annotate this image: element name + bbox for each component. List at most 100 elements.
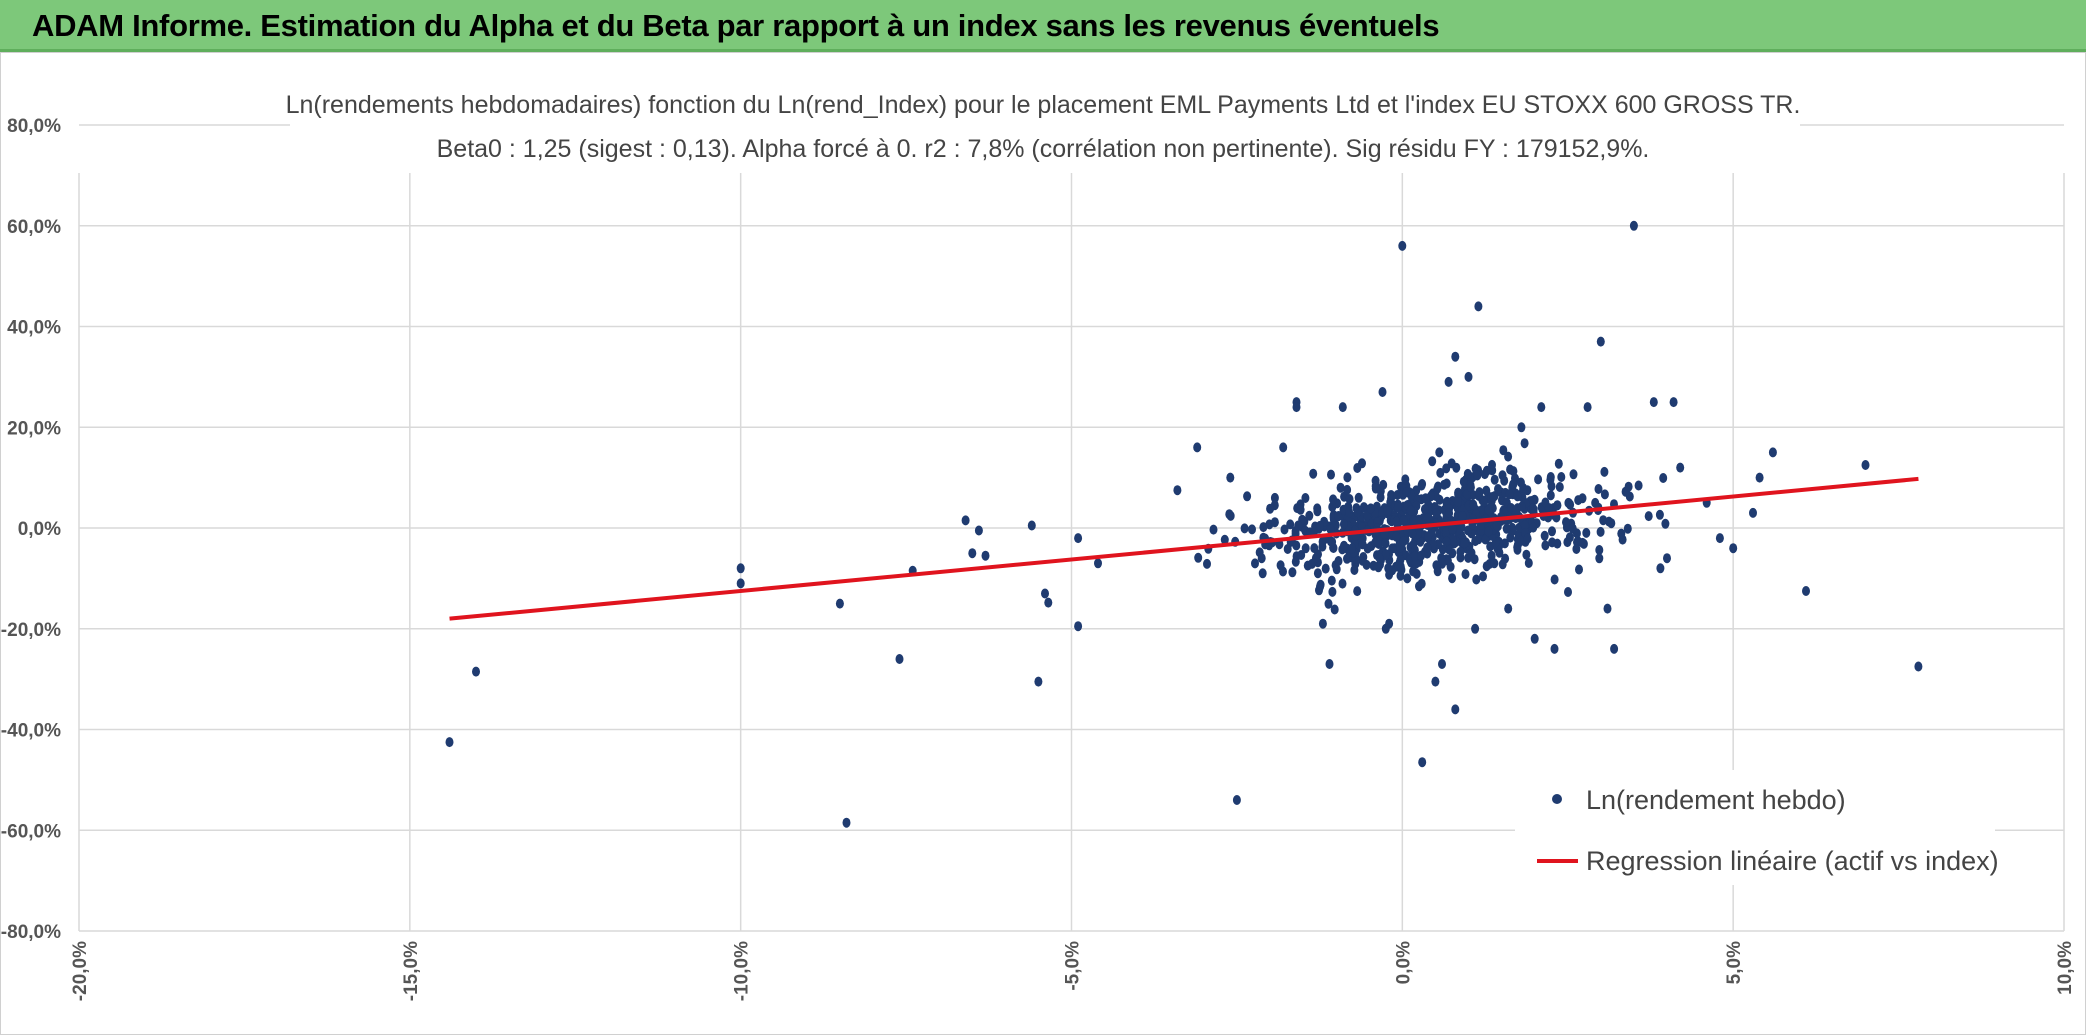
data-point (1399, 515, 1408, 526)
data-point (1358, 539, 1367, 550)
data-point (1325, 659, 1334, 669)
data-point (1529, 503, 1537, 514)
data-point (1334, 511, 1343, 522)
data-point (1437, 553, 1446, 563)
data-point (1371, 483, 1380, 494)
data-point (1506, 464, 1515, 475)
data-point (1524, 558, 1533, 568)
data-point (1354, 492, 1363, 503)
data-point (1555, 482, 1564, 492)
data-point (1276, 560, 1285, 571)
data-point (1226, 472, 1235, 483)
data-point (1490, 474, 1499, 485)
data-point (736, 578, 745, 589)
data-point (1537, 402, 1546, 413)
data-point (1546, 490, 1555, 501)
data-point (1624, 481, 1633, 492)
data-point (1311, 553, 1320, 564)
data-point (1534, 474, 1543, 485)
data-point (1471, 623, 1480, 634)
data-point (1259, 522, 1268, 533)
data-point (1044, 597, 1053, 608)
data-point (1494, 484, 1502, 494)
data-point (1266, 503, 1275, 514)
data-point (1258, 568, 1267, 579)
data-point (1565, 498, 1574, 509)
data-point (472, 666, 480, 677)
data-point (1421, 493, 1430, 504)
data-point (1353, 586, 1362, 597)
data-point (1463, 468, 1472, 479)
data-point (736, 563, 745, 574)
data-point (1301, 543, 1310, 554)
data-point (1420, 504, 1429, 515)
data-point (1458, 511, 1467, 521)
data-point (1442, 463, 1451, 474)
x-tick-label: -10,0% (732, 941, 753, 1001)
data-point (1387, 490, 1396, 500)
x-tick-label: -15,0% (401, 941, 422, 1001)
data-point (1523, 533, 1532, 544)
data-point (1550, 643, 1559, 654)
data-point (1441, 527, 1450, 538)
data-point (1617, 528, 1626, 539)
data-point (1661, 518, 1670, 529)
data-point (1328, 536, 1337, 547)
data-point (968, 548, 977, 559)
data-point (1520, 520, 1529, 531)
data-point (1310, 543, 1319, 554)
title-background (290, 82, 1800, 170)
regression-line (449, 476, 1919, 621)
data-point (1381, 538, 1390, 549)
data-point (1338, 578, 1347, 589)
data-point (1502, 523, 1511, 534)
data-point (1270, 492, 1279, 503)
data-point (1240, 523, 1249, 534)
data-point (1629, 220, 1638, 231)
data-point (1291, 556, 1300, 567)
data-point (1454, 487, 1463, 498)
data-point (1548, 537, 1557, 548)
data-point (1528, 495, 1537, 506)
data-point (1477, 505, 1486, 516)
data-point (1546, 472, 1555, 482)
data-point (1470, 554, 1479, 565)
data-point (1409, 566, 1418, 577)
data-point (1074, 533, 1083, 544)
y-tick-label: -80,0% (1, 922, 61, 943)
data-point (1313, 506, 1322, 517)
data-point (1292, 402, 1301, 413)
data-point (1369, 560, 1378, 571)
report-title: ADAM Informe. Estimation du Alpha et du … (32, 8, 1440, 43)
data-point (1410, 551, 1419, 562)
data-point (835, 598, 844, 609)
data-point (1286, 519, 1295, 530)
data-point (1461, 569, 1470, 580)
data-point (1449, 535, 1458, 546)
data-point (1548, 526, 1556, 537)
data-point (1562, 517, 1570, 528)
data-point (1251, 558, 1259, 569)
data-point (1296, 504, 1305, 515)
data-point (1594, 484, 1603, 494)
data-point (1423, 542, 1432, 553)
data-point (1482, 561, 1491, 572)
data-point (1454, 496, 1462, 507)
data-point (1381, 550, 1390, 561)
data-point (1330, 604, 1339, 615)
data-point (1509, 479, 1518, 490)
data-point (1315, 520, 1324, 531)
legend-marker-icon (1552, 794, 1562, 804)
data-point (1466, 482, 1475, 493)
data-point (1345, 494, 1354, 504)
data-point (1460, 538, 1469, 549)
data-point (1655, 509, 1664, 520)
data-point (1334, 556, 1343, 566)
data-point (1669, 397, 1678, 408)
data-point (1366, 503, 1375, 514)
data-point (1329, 494, 1338, 505)
data-point (1802, 586, 1810, 596)
scatter-points (445, 220, 1923, 828)
data-point (1451, 704, 1460, 715)
